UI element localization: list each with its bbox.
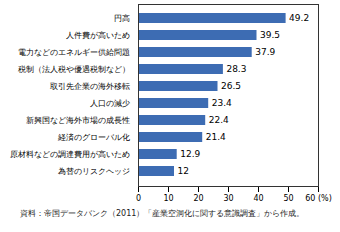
- svg-text:21.4: 21.4: [206, 132, 226, 142]
- svg-text:人口の減少: 人口の減少: [90, 99, 130, 108]
- svg-text:12.9: 12.9: [180, 149, 200, 159]
- svg-text:40: 40: [253, 194, 263, 203]
- svg-text:取引先企業の海外移転: 取引先企業の海外移転: [50, 82, 130, 91]
- svg-text:人件費が高いため: 人件費が高いため: [66, 31, 130, 40]
- svg-text:26.5: 26.5: [221, 81, 241, 91]
- svg-text:22.4: 22.4: [209, 115, 229, 125]
- svg-text:49.2: 49.2: [289, 13, 309, 23]
- svg-text:10: 10: [163, 194, 173, 203]
- svg-text:39.5: 39.5: [260, 30, 280, 40]
- svg-text:新興国など海外市場の成長性: 新興国など海外市場の成長性: [26, 116, 130, 125]
- svg-text:30: 30: [223, 194, 233, 203]
- svg-text:23.4: 23.4: [212, 98, 232, 108]
- svg-text:12: 12: [178, 166, 189, 176]
- svg-text:20: 20: [193, 194, 203, 203]
- svg-text:原材料などの調達費用が高いため: 原材料などの調達費用が高いため: [10, 150, 130, 159]
- svg-text:経済のグローバル化: 経済のグローバル化: [57, 133, 130, 142]
- svg-text:為替のリスクヘッジ: 為替のリスクヘッジ: [58, 167, 130, 176]
- svg-text:税制（法人税や優遇税制など）: 税制（法人税や優遇税制など）: [18, 65, 130, 74]
- svg-text:電力などのエネルギー供給問題: 電力などのエネルギー供給問題: [18, 48, 130, 57]
- svg-text:60 (%): 60 (%): [305, 194, 332, 203]
- svg-text:28.3: 28.3: [226, 64, 246, 74]
- html-text:資料：帝国データバンク（2011）「産業空洞化に関する意識調: 資料：帝国データバンク（2011）「産業空洞化に関する意識調査」から作成。: [20, 209, 305, 218]
- svg-text:0: 0: [136, 194, 141, 203]
- svg-text:円高: 円高: [114, 14, 130, 23]
- svg-text:37.9: 37.9: [255, 47, 275, 57]
- svg-text:50: 50: [283, 194, 293, 203]
